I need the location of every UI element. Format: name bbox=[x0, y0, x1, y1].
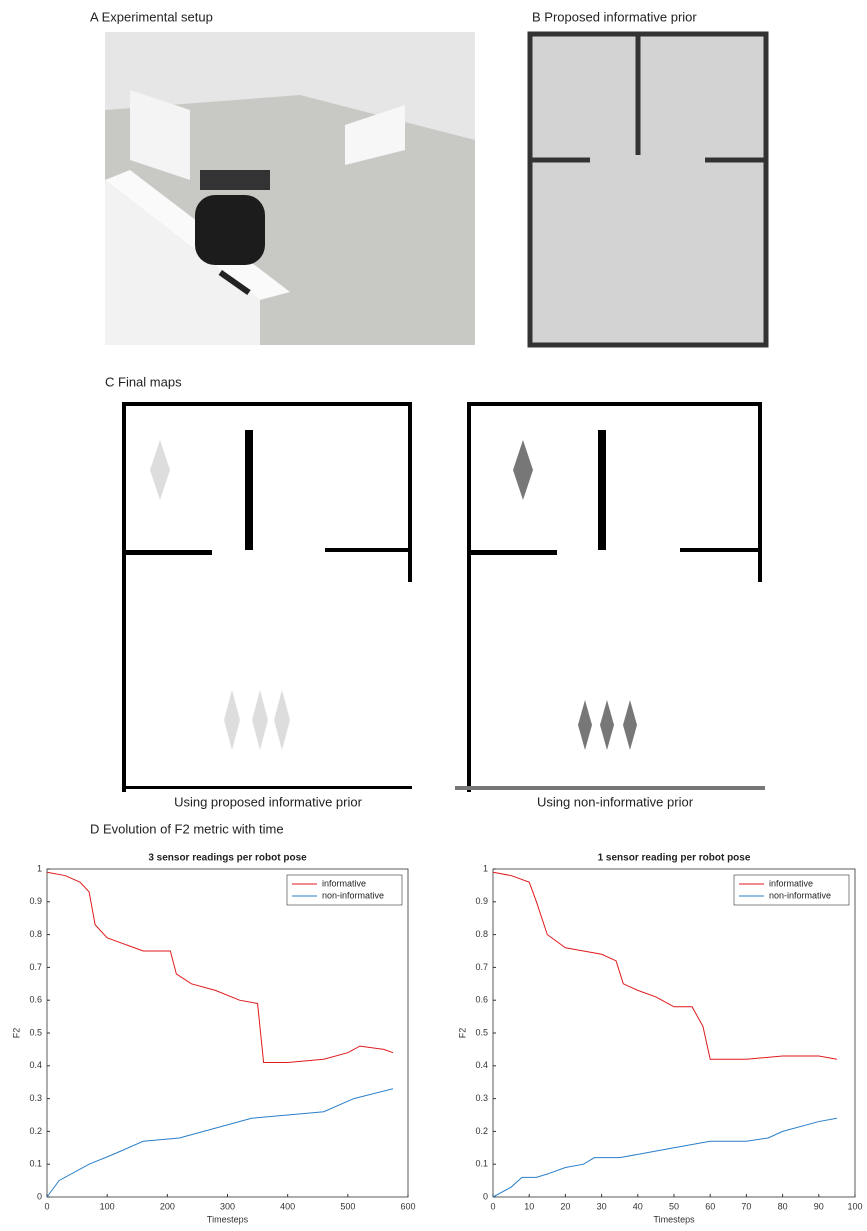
y-axis-label: F2 bbox=[11, 1028, 21, 1039]
y-tick-label: 0.7 bbox=[475, 962, 488, 972]
panel-label: A Experimental setup bbox=[90, 9, 213, 24]
x-axis-label: Timesteps bbox=[653, 1214, 695, 1224]
panel-label: B Proposed informative prior bbox=[532, 9, 697, 24]
x-tick-label: 60 bbox=[705, 1201, 715, 1211]
y-tick-label: 1 bbox=[37, 863, 42, 873]
x-tick-label: 0 bbox=[44, 1201, 49, 1211]
y-tick-label: 0.6 bbox=[475, 995, 488, 1005]
y-tick-label: 0.7 bbox=[29, 962, 42, 972]
caption: Using non-informative prior bbox=[537, 794, 694, 809]
x-tick-label: 70 bbox=[741, 1201, 751, 1211]
plot-area bbox=[46, 868, 409, 1198]
x-tick-label: 30 bbox=[597, 1201, 607, 1211]
chart-title: 1 sensor reading per robot pose bbox=[598, 853, 751, 864]
final-map bbox=[455, 400, 765, 792]
chart-title: 3 sensor readings per robot pose bbox=[148, 853, 307, 864]
y-tick-label: 0.9 bbox=[475, 896, 488, 906]
photo bbox=[105, 32, 475, 345]
x-tick-label: 300 bbox=[220, 1201, 235, 1211]
y-tick-label: 0.2 bbox=[475, 1126, 488, 1136]
x-axis-label: Timesteps bbox=[207, 1214, 249, 1224]
x-tick-label: 100 bbox=[100, 1201, 115, 1211]
x-tick-label: 400 bbox=[280, 1201, 295, 1211]
x-tick-label: 40 bbox=[633, 1201, 643, 1211]
legend-box bbox=[733, 874, 850, 906]
x-tick-label: 50 bbox=[669, 1201, 679, 1211]
final-map bbox=[120, 400, 415, 792]
panel-label: C Final maps bbox=[105, 374, 182, 389]
y-tick-label: 0.5 bbox=[475, 1027, 488, 1037]
y-tick-label: 1 bbox=[483, 863, 488, 873]
y-tick-label: 0.6 bbox=[29, 995, 42, 1005]
x-tick-label: 10 bbox=[524, 1201, 534, 1211]
y-tick-label: 0.1 bbox=[29, 1159, 42, 1169]
y-tick-label: 0.5 bbox=[29, 1027, 42, 1037]
x-tick-label: 100 bbox=[847, 1201, 862, 1211]
y-tick-label: 0.3 bbox=[475, 1093, 488, 1103]
plot-area bbox=[492, 868, 856, 1198]
y-tick-label: 0.9 bbox=[29, 896, 42, 906]
y-tick-label: 0.3 bbox=[29, 1093, 42, 1103]
x-tick-label: 600 bbox=[400, 1201, 415, 1211]
y-tick-label: 0.8 bbox=[475, 929, 488, 939]
y-tick-label: 0.2 bbox=[29, 1126, 42, 1136]
legend-label: informative bbox=[769, 878, 813, 888]
y-tick-label: 0.4 bbox=[29, 1060, 42, 1070]
x-tick-label: 500 bbox=[340, 1201, 355, 1211]
y-tick-label: 0 bbox=[483, 1191, 488, 1201]
x-tick-label: 80 bbox=[778, 1201, 788, 1211]
data-line bbox=[492, 1117, 837, 1198]
legend-label: non-informative bbox=[322, 890, 384, 900]
x-tick-label: 0 bbox=[490, 1201, 495, 1211]
prior-map bbox=[527, 31, 769, 348]
panel-label: D Evolution of F2 metric with time bbox=[90, 821, 284, 836]
data-line bbox=[492, 871, 837, 1060]
data-line bbox=[46, 871, 394, 1064]
y-axis-label: F2 bbox=[457, 1028, 467, 1039]
caption: Using proposed informative prior bbox=[174, 794, 363, 809]
legend-label: non-informative bbox=[769, 890, 831, 900]
y-tick-label: 0.1 bbox=[475, 1159, 488, 1169]
x-tick-label: 90 bbox=[814, 1201, 824, 1211]
x-tick-label: 200 bbox=[160, 1201, 175, 1211]
x-tick-label: 20 bbox=[560, 1201, 570, 1211]
legend-label: informative bbox=[322, 878, 366, 888]
y-tick-label: 0.4 bbox=[475, 1060, 488, 1070]
y-tick-label: 0.8 bbox=[29, 929, 42, 939]
y-tick-label: 0 bbox=[37, 1191, 42, 1201]
data-line bbox=[46, 1088, 394, 1198]
legend-box bbox=[286, 874, 403, 906]
